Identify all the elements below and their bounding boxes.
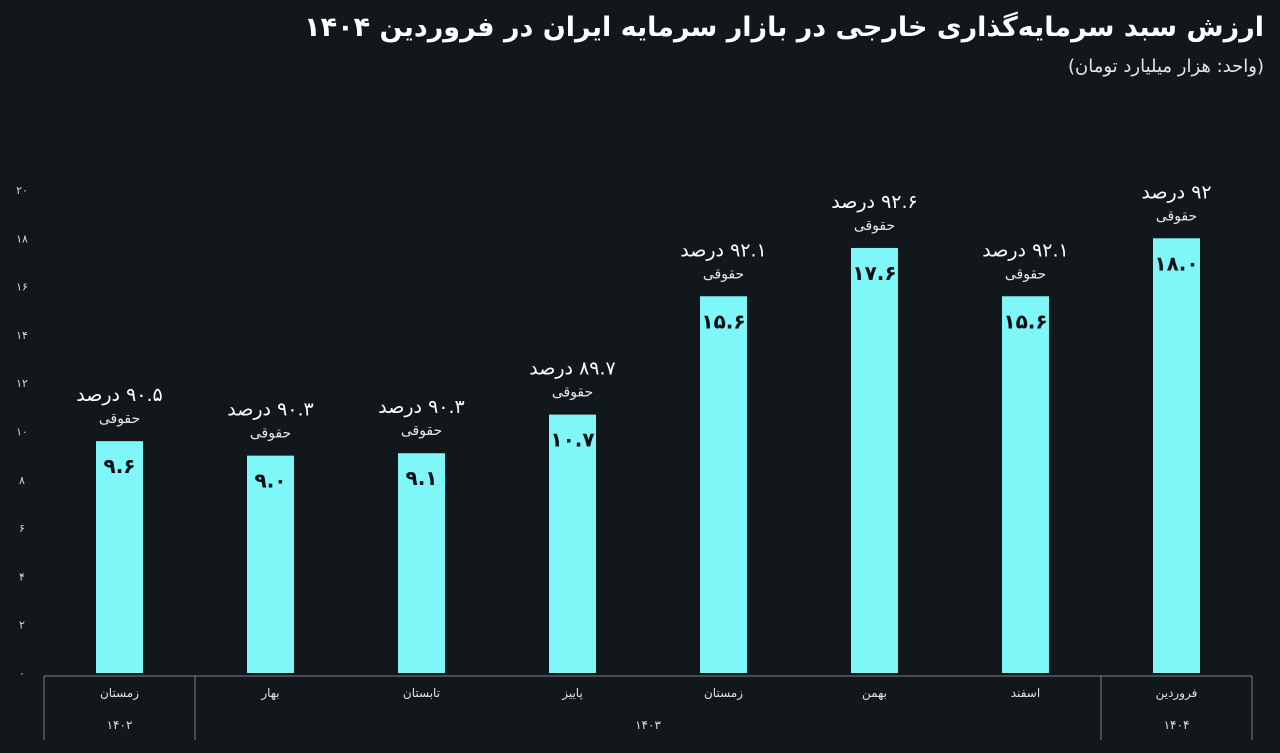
category-label: پاییز <box>561 686 583 701</box>
share-note-label: حقوقی <box>854 218 895 234</box>
bar <box>96 441 143 673</box>
bar-value-label: ۱۵.۶ <box>701 309 745 333</box>
category-label: زمستان <box>704 686 743 701</box>
chart-subtitle: (واحد: هزار میلیارد تومان) <box>1068 56 1264 77</box>
share-note-label: حقوقی <box>703 266 744 282</box>
bar <box>1153 238 1200 674</box>
category-label: تابستان <box>403 686 440 700</box>
share-label: ۹۰.۵ درصد <box>76 384 162 406</box>
category-label: فروردین <box>1156 686 1198 701</box>
y-tick-label: ۱۶ <box>16 281 28 294</box>
bar <box>700 296 747 673</box>
bar <box>549 414 596 673</box>
y-tick-label: ۶ <box>19 522 25 535</box>
bar-value-label: ۹.۱ <box>405 466 437 490</box>
group-label: ۱۴۰۳ <box>635 718 661 732</box>
y-tick-label: ۸ <box>19 474 25 487</box>
share-label: ۹۲.۶ درصد <box>831 191 917 213</box>
y-tick-label: ۲ <box>19 619 25 632</box>
share-label: ۹۰.۳ درصد <box>378 396 464 418</box>
bar-value-label: ۱۷.۶ <box>852 261 896 285</box>
category-label: بهمن <box>862 686 887 701</box>
share-note-label: حقوقی <box>552 385 593 401</box>
share-note-label: حقوقی <box>401 423 442 439</box>
share-label: ۸۹.۷ درصد <box>529 358 615 380</box>
bar-value-label: ۱۰.۷ <box>550 428 594 452</box>
category-label: زمستان <box>100 686 139 701</box>
y-tick-label: ۰ <box>19 667 25 680</box>
y-tick-label: ۱۲ <box>16 377 28 390</box>
share-note-label: حقوقی <box>1005 266 1046 282</box>
y-tick-label: ۱۴ <box>16 329 28 342</box>
share-label: ۹۰.۳ درصد <box>227 399 313 421</box>
category-label: اسفند <box>1011 686 1040 700</box>
bar <box>851 247 898 673</box>
group-label: ۱۴۰۲ <box>107 718 133 732</box>
group-label: ۱۴۰۴ <box>1164 718 1190 732</box>
category-label: بهار <box>260 686 279 701</box>
y-tick-label: ۴ <box>19 570 25 583</box>
bar-value-label: ۹.۶ <box>103 454 135 478</box>
chart-title: ارزش سبد سرمایه‌گذاری خارجی در بازار سرم… <box>304 12 1264 43</box>
bar <box>247 455 294 673</box>
bar-value-label: ۱۸.۰ <box>1154 251 1198 275</box>
share-label: ۹۲.۱ درصد <box>680 239 766 261</box>
bar-value-label: ۹.۰ <box>254 469 286 493</box>
bar <box>398 453 445 673</box>
share-note-label: حقوقی <box>99 411 140 427</box>
y-tick-label: ۱۸ <box>16 232 28 245</box>
share-label: ۹۲.۱ درصد <box>982 239 1068 261</box>
y-tick-label: ۱۰ <box>16 426 28 439</box>
share-label: ۹۲ درصد <box>1141 181 1211 203</box>
share-note-label: حقوقی <box>250 426 291 442</box>
y-tick-label: ۲۰ <box>16 184 28 197</box>
bar-value-label: ۱۵.۶ <box>1003 309 1047 333</box>
share-note-label: حقوقی <box>1156 208 1197 224</box>
bar <box>1002 296 1049 673</box>
